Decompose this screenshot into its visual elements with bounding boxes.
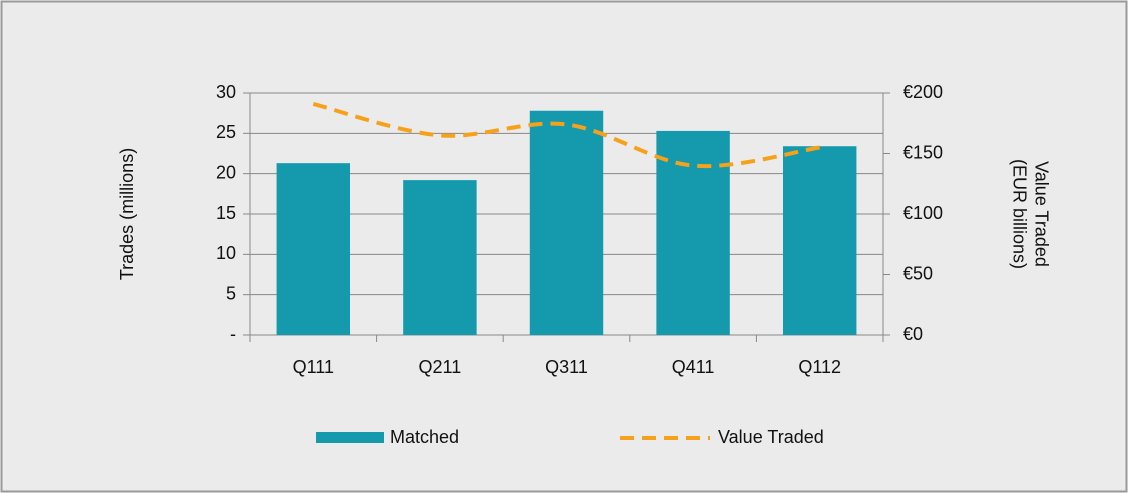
y2-axis-label: Value Traded	[1031, 161, 1051, 267]
bar	[656, 130, 730, 335]
legend-label: Matched	[390, 427, 459, 447]
x-tick-label: Q111	[293, 357, 334, 377]
y2-tick-label: €200	[903, 82, 943, 102]
y2-tick-label: €50	[903, 263, 933, 283]
x-tick-label: Q112	[798, 357, 841, 377]
y2-tick-label: €100	[903, 203, 943, 223]
bar	[782, 146, 857, 335]
y-tick-label: 10	[216, 243, 236, 263]
x-tick-label: Q211	[419, 357, 462, 377]
legend-label: Value Traded	[718, 427, 824, 447]
bar	[403, 180, 477, 335]
y2-tick-label: €0	[903, 324, 923, 344]
y-axis-label: Trades (millions)	[117, 148, 137, 280]
y-tick-label: 30	[216, 82, 236, 102]
y-tick-label: 15	[216, 203, 236, 223]
x-tick-label: Q311	[545, 357, 588, 377]
y2-tick-label: €150	[903, 142, 943, 162]
bar	[276, 163, 351, 335]
y-tick-label: 5	[226, 283, 236, 303]
legend-swatch	[316, 432, 384, 443]
x-tick-label: Q411	[672, 357, 715, 377]
bar	[529, 110, 604, 335]
y-tick-label: -	[230, 324, 236, 344]
y2-axis-label: (EUR billions)	[1009, 159, 1029, 269]
y-tick-label: 25	[216, 122, 236, 142]
y-tick-label: 20	[216, 162, 236, 182]
